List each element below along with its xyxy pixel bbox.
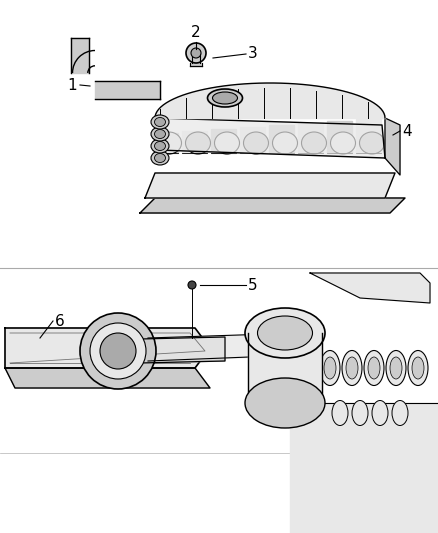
Ellipse shape	[412, 357, 424, 379]
Ellipse shape	[324, 357, 336, 379]
Polygon shape	[248, 333, 322, 403]
Polygon shape	[385, 118, 400, 175]
Ellipse shape	[272, 132, 297, 154]
Ellipse shape	[332, 400, 348, 425]
Text: 2: 2	[191, 25, 201, 40]
Ellipse shape	[346, 357, 358, 379]
Ellipse shape	[245, 308, 325, 358]
Polygon shape	[5, 328, 210, 368]
Polygon shape	[5, 368, 210, 388]
Ellipse shape	[320, 351, 340, 385]
Ellipse shape	[386, 351, 406, 385]
Circle shape	[100, 333, 136, 369]
Ellipse shape	[301, 132, 326, 154]
Ellipse shape	[208, 89, 243, 107]
Ellipse shape	[408, 351, 428, 385]
Polygon shape	[211, 129, 236, 153]
Polygon shape	[0, 268, 438, 533]
Ellipse shape	[364, 351, 384, 385]
Ellipse shape	[155, 154, 166, 163]
Circle shape	[186, 43, 206, 63]
Polygon shape	[182, 131, 207, 153]
Polygon shape	[310, 273, 430, 303]
Ellipse shape	[390, 357, 402, 379]
Ellipse shape	[392, 400, 408, 425]
Polygon shape	[145, 173, 395, 198]
Ellipse shape	[342, 351, 362, 385]
Ellipse shape	[352, 400, 368, 425]
Ellipse shape	[186, 132, 211, 154]
Polygon shape	[240, 127, 265, 153]
Ellipse shape	[245, 378, 325, 428]
Text: 1: 1	[67, 77, 77, 93]
Ellipse shape	[151, 115, 169, 129]
Polygon shape	[298, 123, 323, 153]
Ellipse shape	[151, 139, 169, 153]
Polygon shape	[95, 81, 160, 99]
Ellipse shape	[155, 117, 166, 126]
Polygon shape	[140, 337, 225, 363]
Circle shape	[191, 48, 201, 58]
Ellipse shape	[215, 132, 240, 154]
Ellipse shape	[212, 92, 237, 104]
Circle shape	[80, 313, 156, 389]
Ellipse shape	[151, 127, 169, 141]
Ellipse shape	[360, 132, 385, 154]
Ellipse shape	[155, 141, 166, 150]
Polygon shape	[290, 403, 438, 533]
Polygon shape	[190, 63, 202, 66]
Text: 4: 4	[402, 124, 412, 139]
Polygon shape	[140, 198, 405, 213]
Ellipse shape	[244, 132, 268, 154]
Polygon shape	[192, 53, 200, 63]
Polygon shape	[153, 133, 178, 153]
Text: 6: 6	[55, 313, 65, 328]
Ellipse shape	[258, 316, 312, 350]
Circle shape	[90, 323, 146, 379]
Ellipse shape	[368, 357, 380, 379]
Text: 3: 3	[248, 46, 258, 61]
Polygon shape	[269, 125, 294, 153]
Circle shape	[188, 281, 196, 289]
Ellipse shape	[331, 132, 356, 154]
Ellipse shape	[155, 130, 166, 139]
Polygon shape	[71, 38, 89, 73]
Polygon shape	[356, 119, 381, 153]
Polygon shape	[155, 118, 385, 158]
Ellipse shape	[372, 400, 388, 425]
Polygon shape	[327, 121, 352, 153]
Ellipse shape	[151, 151, 169, 165]
Ellipse shape	[156, 132, 181, 154]
Text: 5: 5	[248, 278, 258, 293]
